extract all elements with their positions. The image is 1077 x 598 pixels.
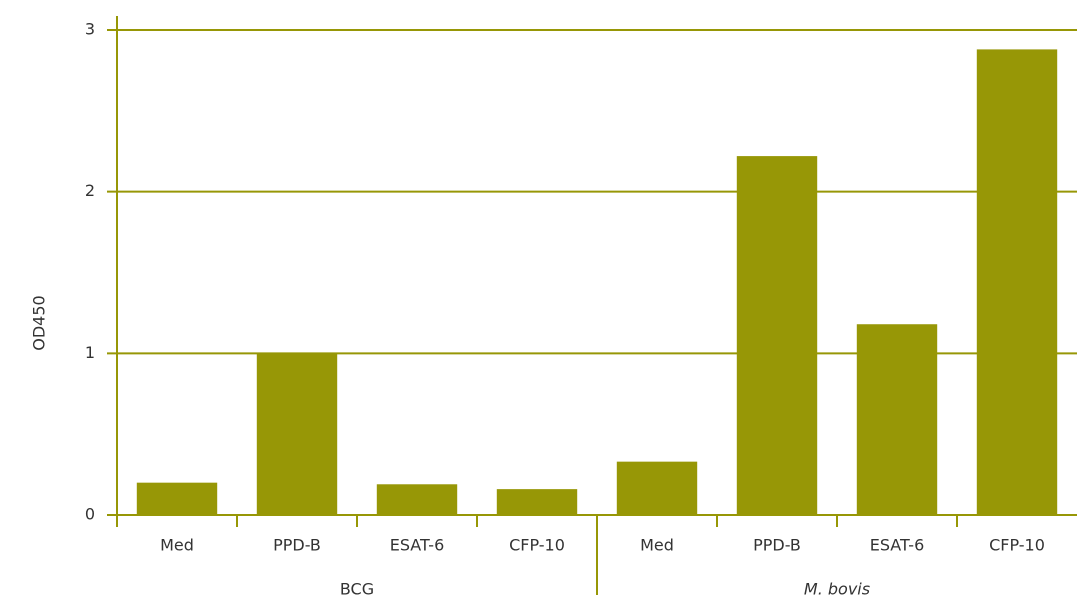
group-label: BCG — [340, 580, 374, 598]
y-axis-label: OD450 — [30, 295, 49, 350]
bar — [736, 156, 818, 515]
bar — [136, 482, 218, 515]
bar — [856, 324, 938, 515]
y-tick-label: 1 — [85, 343, 95, 362]
bar — [976, 49, 1058, 516]
bar — [496, 489, 578, 515]
x-tick-label: Med — [160, 536, 194, 555]
x-tick-label: ESAT-6 — [390, 536, 445, 555]
x-tick-label: CFP-10 — [509, 536, 565, 555]
group-label: M. bovis — [804, 580, 870, 598]
bar — [256, 353, 338, 515]
bar — [616, 461, 698, 515]
y-tick-label: 3 — [85, 20, 95, 39]
bar — [376, 484, 458, 515]
x-tick-label: CFP-10 — [989, 536, 1045, 555]
x-tick-label: PPD-B — [753, 536, 801, 555]
x-tick-label: ESAT-6 — [870, 536, 925, 555]
x-tick-label: PPD-B — [273, 536, 321, 555]
y-tick-label: 0 — [85, 505, 95, 524]
x-tick-label: Med — [640, 536, 674, 555]
y-tick-label: 2 — [85, 181, 95, 200]
